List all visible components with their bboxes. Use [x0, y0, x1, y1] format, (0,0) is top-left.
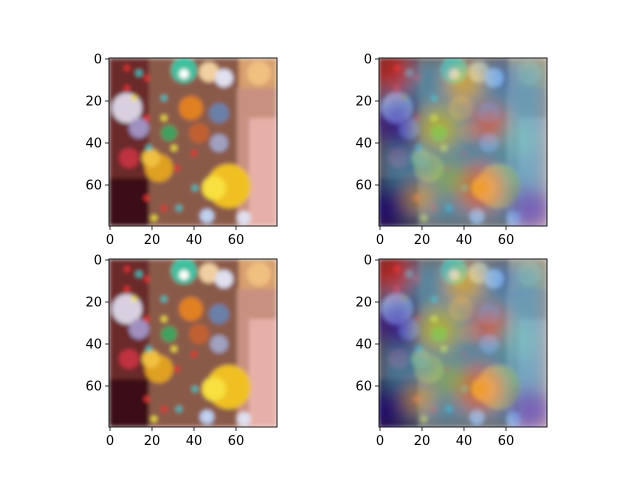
y-tick-label: 20 — [355, 95, 372, 110]
y-tick-label: 60 — [85, 179, 102, 194]
y-tick-label: 40 — [355, 137, 372, 152]
x-tick-label: 20 — [144, 434, 161, 449]
x-tick-label: 0 — [106, 434, 114, 449]
y-tick-label: 60 — [355, 179, 372, 194]
y-tick-label: 0 — [94, 254, 102, 269]
x-tick-label: 40 — [186, 233, 203, 248]
panel-bottom-right: 0 20 40 60 0 20 40 60 — [355, 254, 548, 449]
x-tick-label: 40 — [456, 233, 473, 248]
y-tick-label: 60 — [355, 380, 372, 395]
axes-frame — [378, 57, 548, 227]
axes-frame — [108, 57, 278, 227]
image-bottom-left — [109, 259, 277, 427]
x-tick-label: 60 — [228, 434, 245, 449]
heatmap-overlay — [379, 58, 547, 226]
y-tick-label: 0 — [364, 53, 372, 68]
x-tick-label: 0 — [376, 233, 384, 248]
panel-top-right: 0 20 40 60 0 20 40 60 — [355, 53, 548, 248]
x-tick-label: 40 — [186, 434, 203, 449]
panel-bottom-left: 0 20 40 60 0 20 40 60 — [85, 254, 278, 449]
x-tick-label: 20 — [144, 233, 161, 248]
image-top-right — [379, 58, 547, 226]
y-tick-label: 20 — [85, 296, 102, 311]
x-tick-label: 40 — [456, 434, 473, 449]
x-tick-label: 20 — [414, 233, 431, 248]
x-tick-label: 60 — [498, 434, 515, 449]
x-tick-label: 60 — [228, 233, 245, 248]
y-tick-label: 20 — [355, 296, 372, 311]
axes-frame — [378, 258, 548, 428]
x-tick-label: 0 — [376, 434, 384, 449]
x-tick-label: 20 — [414, 434, 431, 449]
x-tick-label: 60 — [498, 233, 515, 248]
heatmap-overlay — [379, 259, 547, 427]
image-top-left — [109, 58, 277, 226]
axes-frame — [108, 258, 278, 428]
y-tick-label: 40 — [85, 137, 102, 152]
image-bottom-right — [379, 259, 547, 427]
y-tick-label: 40 — [85, 338, 102, 353]
y-tick-label: 40 — [355, 338, 372, 353]
panel-top-left: 0 20 40 60 0 20 40 60 — [85, 53, 278, 248]
y-tick-label: 0 — [364, 254, 372, 269]
y-tick-label: 60 — [85, 380, 102, 395]
y-tick-label: 0 — [94, 53, 102, 68]
x-tick-label: 0 — [106, 233, 114, 248]
y-tick-label: 20 — [85, 95, 102, 110]
